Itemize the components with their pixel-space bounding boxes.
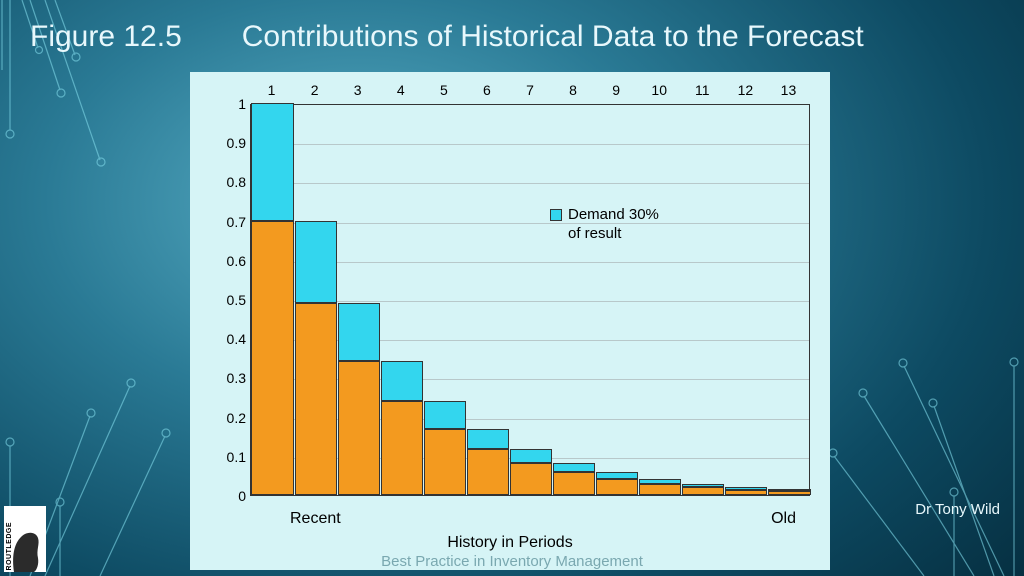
y-tick-label: 0.2 [206, 410, 246, 426]
bar-group [381, 361, 423, 495]
bar-segment-lower [424, 429, 466, 495]
x-axis-title: History in Periods [447, 534, 572, 552]
x-tick-label: 11 [687, 82, 717, 98]
bar-segment-lower [251, 221, 293, 495]
bar-segment-lower [467, 449, 509, 495]
x-tick-label: 1 [257, 82, 287, 98]
figure-label: Figure 12.5 [30, 20, 182, 54]
footer-text: Best Practice in Inventory Management [381, 553, 643, 570]
bar-group [467, 429, 509, 495]
x-tick-label: 4 [386, 82, 416, 98]
y-tick-label: 0.5 [206, 292, 246, 308]
x-tick-label: 6 [472, 82, 502, 98]
x-tick-label: 7 [515, 82, 545, 98]
bar-segment-lower [295, 303, 337, 495]
gridline [251, 144, 809, 145]
x-end-label-left: Recent [290, 510, 341, 528]
plot-area [250, 104, 810, 496]
x-tick-label: 13 [773, 82, 803, 98]
bar-group [639, 479, 681, 495]
y-tick-label: 0.6 [206, 253, 246, 269]
bar-segment-upper [381, 361, 423, 401]
legend-swatch [550, 209, 562, 221]
publisher-logo: ROUTLEDGE [4, 506, 46, 572]
y-tick-label: 0.7 [206, 214, 246, 230]
author-credit: Dr Tony Wild [915, 501, 1000, 518]
x-tick-label: 12 [730, 82, 760, 98]
bar-segment-upper [424, 401, 466, 429]
y-tick-label: 0.9 [206, 135, 246, 151]
bar-group [682, 484, 724, 495]
bar-group [596, 472, 638, 495]
y-tick-label: 0.8 [206, 174, 246, 190]
x-tick-label: 9 [601, 82, 631, 98]
bar-segment-lower [768, 491, 810, 495]
bar-segment-lower [725, 490, 767, 495]
bar-segment-upper [338, 303, 380, 361]
legend-text: Demand 30% of result [568, 206, 664, 244]
publisher-logo-text: ROUTLEDGE [6, 522, 13, 570]
gridline [251, 183, 809, 184]
bar-group [338, 303, 380, 495]
chart-panel: 12345678910111213 00.10.20.30.40.50.60.7… [190, 72, 830, 570]
bar-segment-upper [467, 429, 509, 449]
y-tick-label: 0.3 [206, 370, 246, 386]
y-tick-label: 0.4 [206, 331, 246, 347]
x-tick-label: 3 [343, 82, 373, 98]
bar-group [553, 463, 595, 495]
bar-group [251, 103, 293, 495]
bar-segment-upper [295, 221, 337, 303]
bar-segment-upper [596, 472, 638, 479]
x-tick-label: 10 [644, 82, 674, 98]
bar-segment-lower [639, 484, 681, 495]
x-tick-label: 2 [300, 82, 330, 98]
x-tick-label: 5 [429, 82, 459, 98]
bar-segment-lower [381, 401, 423, 495]
bar-segment-lower [682, 487, 724, 495]
bar-segment-upper [251, 103, 293, 221]
y-tick-label: 1 [206, 96, 246, 112]
figure-title: Contributions of Historical Data to the … [242, 20, 864, 54]
bar-segment-lower [510, 463, 552, 495]
bar-segment-lower [553, 472, 595, 495]
legend: Demand 30% of result [542, 200, 672, 250]
bar-segment-upper [768, 489, 810, 491]
bar-group [510, 449, 552, 495]
y-tick-label: 0.1 [206, 449, 246, 465]
bar-segment-upper [510, 449, 552, 463]
bar-group [768, 490, 810, 495]
bar-group [725, 487, 767, 495]
x-end-label-right: Old [771, 510, 796, 528]
y-tick-label: 0 [206, 488, 246, 504]
bar-segment-upper [682, 484, 724, 487]
bar-segment-upper [553, 463, 595, 472]
routledge-face-icon [8, 528, 42, 572]
bar-segment-lower [596, 479, 638, 495]
circuit-decoration-bottom-right [804, 336, 1024, 576]
x-tick-label: 8 [558, 82, 588, 98]
bar-segment-upper [725, 487, 767, 489]
bar-group [424, 401, 466, 495]
bar-segment-lower [338, 361, 380, 495]
bar-group [295, 221, 337, 495]
bar-segment-upper [639, 479, 681, 484]
